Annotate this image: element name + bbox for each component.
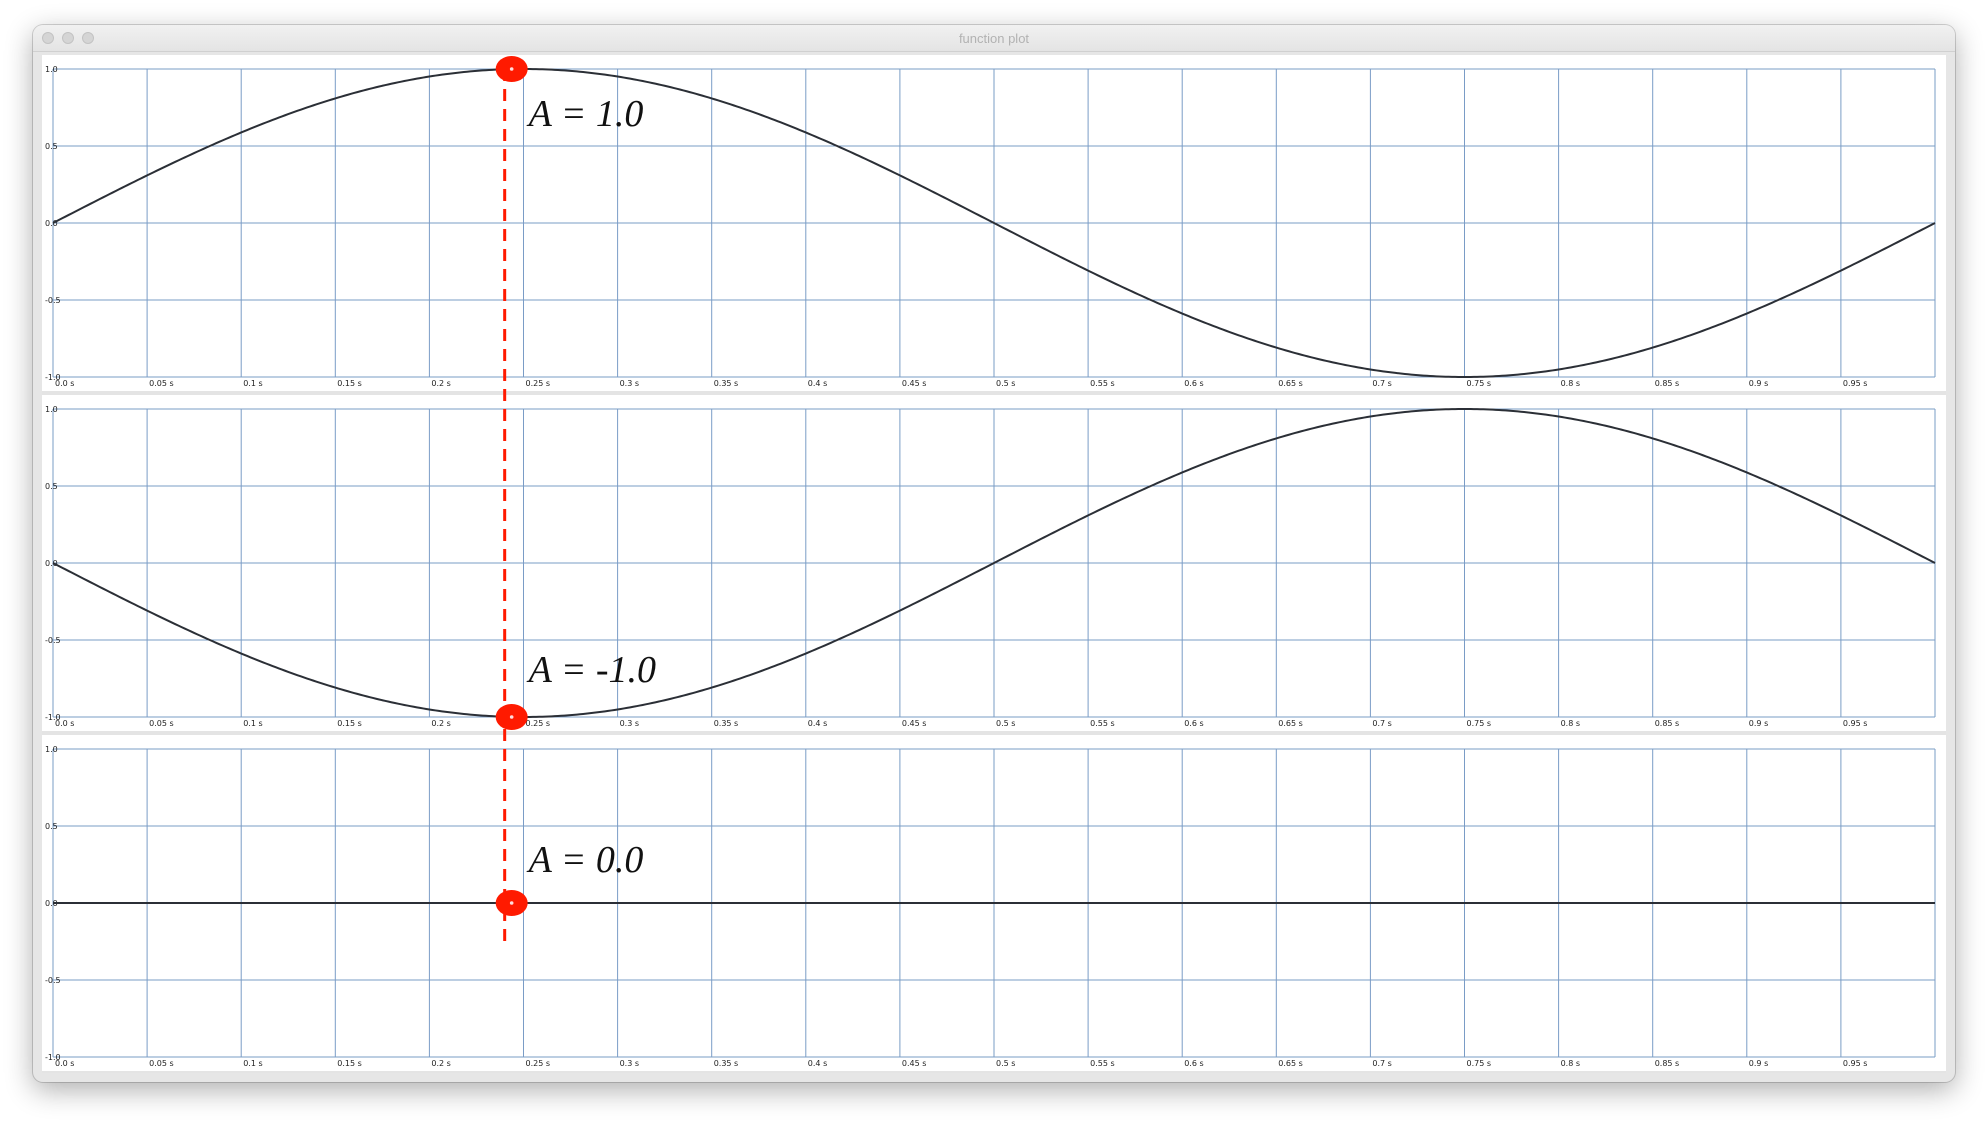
x-tick-label: 0.35 s [714,379,739,388]
amplitude-annotation: A = -1.0 [526,649,656,691]
minimize-window-icon[interactable] [62,32,74,44]
x-tick-label: 0.35 s [714,1059,739,1068]
x-tick-label: 0.5 s [996,719,1015,728]
y-tick-label: 0.0 [45,559,58,568]
x-tick-label: 0.7 s [1372,1059,1391,1068]
x-tick-label: 0.0 s [55,719,74,728]
x-tick-label: 0.1 s [243,1059,262,1068]
x-tick-label: 0.65 s [1278,379,1303,388]
x-tick-label: 0.3 s [620,1059,639,1068]
y-tick-label: 0.0 [45,899,58,908]
y-tick-label: 1.0 [45,745,58,754]
x-tick-label: 0.45 s [902,379,927,388]
y-tick-label: 1.0 [45,405,58,414]
y-tick-label: 0.0 [45,219,58,228]
x-tick-label: 0.25 s [526,719,551,728]
function-plot-chart[interactable]: 0.0 s 0.05 s 0.1 s 0.15 s 0.2 s 0.25 s 0.3 s 0.… [42,55,1946,1073]
x-tick-label: 0.35 s [714,719,739,728]
app-window: function plot 0.0 s 0.05 s 0.1 s 0.15 s 0.2 … [33,25,1955,1082]
x-tick-label: 0.2 s [431,1059,450,1068]
function-curve [52,67,1936,379]
x-tick-label: 0.85 s [1655,719,1680,728]
x-tick-label: 0.75 s [1467,719,1492,728]
x-tick-label: 0.75 s [1467,379,1492,388]
x-tick-label: 0.85 s [1655,1059,1680,1068]
x-tick-label: 0.9 s [1749,719,1768,728]
function-curve [52,407,1936,719]
y-tick-label: -0.5 [45,976,61,985]
x-tick-label: 0.8 s [1561,719,1580,728]
y-tick-label: -1.0 [45,713,61,722]
y-tick-label: 0.5 [45,142,58,151]
x-tick-label: 0.4 s [808,719,827,728]
x-tick-label: 0.65 s [1278,719,1303,728]
x-tick-label: 0.5 s [996,1059,1015,1068]
x-tick-label: 0.65 s [1278,1059,1303,1068]
amplitude-annotation: A = 0.0 [526,839,644,881]
x-tick-label: 0.1 s [243,379,262,388]
x-tick-label: 0.1 s [243,719,262,728]
x-tick-label: 0.6 s [1184,379,1203,388]
x-tick-label: 0.55 s [1090,1059,1115,1068]
y-tick-label: -1.0 [45,373,61,382]
y-tick-label: 0.5 [45,482,58,491]
y-tick-label: -0.5 [45,636,61,645]
value-marker-dot [509,901,514,905]
x-tick-label: 0.05 s [149,379,174,388]
y-tick-label: 1.0 [45,65,58,74]
x-tick-label: 0.45 s [902,719,927,728]
x-tick-label: 0.6 s [1184,1059,1203,1068]
x-tick-label: 0.6 s [1184,719,1203,728]
x-tick-label: 0.0 s [55,379,74,388]
y-tick-label: 0.5 [45,822,58,831]
x-tick-label: 0.8 s [1561,1059,1580,1068]
x-tick-label: 0.3 s [620,719,639,728]
x-tick-label: 0.25 s [526,1059,551,1068]
value-marker-dot [509,67,514,71]
x-tick-label: 0.15 s [337,719,362,728]
x-tick-label: 0.9 s [1749,379,1768,388]
x-tick-label: 0.7 s [1372,379,1391,388]
x-tick-label: 0.2 s [431,719,450,728]
x-tick-label: 0.2 s [431,379,450,388]
x-tick-label: 0.05 s [149,719,174,728]
x-tick-label: 0.55 s [1090,379,1115,388]
window-title: function plot [958,31,1030,46]
title-bar: function plot [33,25,1955,52]
x-tick-label: 0.55 s [1090,719,1115,728]
y-tick-label: -0.5 [45,296,61,305]
x-tick-label: 0.5 s [996,379,1015,388]
value-marker-dot [509,715,514,719]
zoom-window-icon[interactable] [82,32,94,44]
x-tick-label: 0.8 s [1561,379,1580,388]
sine-panel: 0.0 s 0.05 s 0.1 s 0.15 s 0.2 s 0.25 s 0.3 s 0.… [42,55,1946,391]
x-tick-label: 0.9 s [1749,1059,1768,1068]
x-tick-label: 0.45 s [902,1059,927,1068]
negative-sine-panel: 0.0 s 0.05 s 0.1 s 0.15 s 0.2 s 0.25 s 0.3 s 0.… [42,395,1946,731]
y-tick-label: -1.0 [45,1053,61,1062]
x-tick-label: 0.15 s [337,1059,362,1068]
x-tick-label: 0.0 s [55,1059,74,1068]
x-tick-label: 0.3 s [620,379,639,388]
x-tick-label: 0.85 s [1655,379,1680,388]
x-tick-label: 0.4 s [808,379,827,388]
x-tick-label: 0.15 s [337,379,362,388]
x-tick-label: 0.95 s [1843,1059,1868,1068]
x-tick-label: 0.4 s [808,1059,827,1068]
x-tick-label: 0.7 s [1372,719,1391,728]
amplitude-annotation: A = 1.0 [526,93,644,135]
plot-area: 0.0 s 0.05 s 0.1 s 0.15 s 0.2 s 0.25 s 0.3 s 0.… [42,55,1946,1073]
zero-panel: 0.0 s 0.05 s 0.1 s 0.15 s 0.2 s 0.25 s 0.3 s 0.… [42,735,1946,1071]
x-tick-label: 0.95 s [1843,719,1868,728]
close-window-icon[interactable] [42,32,54,44]
x-tick-label: 0.25 s [526,379,551,388]
x-tick-label: 0.05 s [149,1059,174,1068]
x-tick-label: 0.75 s [1467,1059,1492,1068]
x-tick-label: 0.95 s [1843,379,1868,388]
